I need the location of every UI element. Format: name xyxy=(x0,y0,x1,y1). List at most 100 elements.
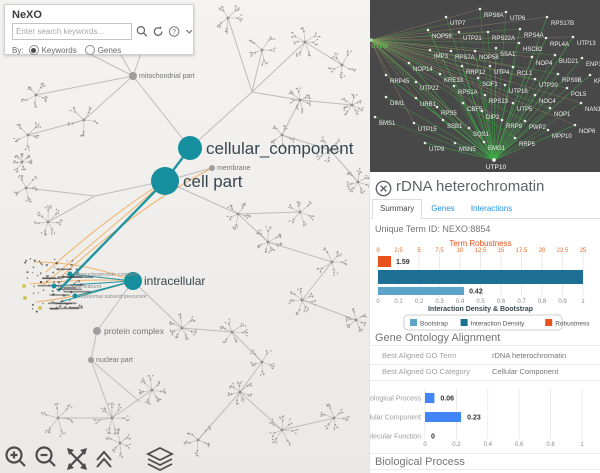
term-node[interactable] xyxy=(151,167,179,195)
gene-node-label[interactable]: EMG1 xyxy=(488,146,506,152)
gene-node-label[interactable]: RRP9 xyxy=(506,124,523,130)
term-node[interactable] xyxy=(209,165,215,171)
gene-node-label[interactable]: RPS17B xyxy=(551,21,574,27)
gene-node-label[interactable]: RRP12 xyxy=(466,70,486,76)
term-node-label[interactable]: cell part xyxy=(183,172,243,191)
term-node[interactable] xyxy=(72,293,78,299)
reset-icon[interactable] xyxy=(152,25,164,38)
term-node[interactable] xyxy=(67,271,73,277)
close-icon[interactable] xyxy=(375,180,392,197)
gene-node-label[interactable]: MPP10 xyxy=(552,134,572,140)
gene-node-label[interactable]: RPL4A xyxy=(550,42,569,48)
svg-text:0.4: 0.4 xyxy=(484,442,493,448)
term-node-label[interactable]: mitochondrial part xyxy=(139,73,195,80)
gene-network-canvas[interactable]: RPS8A UTP6 UTP7 RPS17B NOP56 UTP21 RPS22A RPS4A… xyxy=(370,0,600,172)
gene-node-label[interactable]: PWP2 xyxy=(529,125,547,131)
gene-node-label[interactable]: IMP3 xyxy=(434,54,449,60)
search-icon[interactable] xyxy=(136,25,148,38)
svg-text:0.8: 0.8 xyxy=(538,299,547,305)
gene-node-label[interactable]: URB1 xyxy=(420,102,437,108)
term-node[interactable] xyxy=(93,327,101,335)
zoom-out-icon[interactable] xyxy=(35,446,56,467)
gene-node-label[interactable]: UTP4 xyxy=(494,70,510,76)
layers-icon[interactable] xyxy=(145,446,175,472)
term-node-label[interactable]: protein complex xyxy=(104,326,165,336)
gene-node-label[interactable]: RPS4A xyxy=(524,33,544,39)
gene-node-label[interactable]: UTP7 xyxy=(450,21,466,27)
gene-node-label[interactable]: RRP45 xyxy=(390,79,410,85)
gene-node-label[interactable]: BMS1 xyxy=(379,121,396,127)
tab-summary[interactable]: Summary xyxy=(372,199,423,219)
gene-node-label[interactable]: UTP8 xyxy=(429,147,445,153)
gene-node-label[interactable]: RPS1A xyxy=(458,90,478,96)
term-node[interactable] xyxy=(124,272,142,290)
collapse-all-icon[interactable] xyxy=(96,450,112,468)
term-node-label[interactable]: cellular_component xyxy=(206,139,354,158)
gene-node-label[interactable]: SQS1 xyxy=(473,132,490,138)
term-node-label[interactable]: membrane xyxy=(217,165,251,172)
radio-icon[interactable] xyxy=(84,45,95,55)
gene-node-label[interactable]: KRE33 xyxy=(444,78,464,84)
term-node[interactable] xyxy=(178,136,202,160)
gene-node-label[interactable]: DIM1 xyxy=(390,101,405,107)
gene-node-label[interactable]: RRP5 xyxy=(519,142,536,148)
gene-node-label[interactable]: UTP18 xyxy=(509,89,528,95)
search-by-option-genes[interactable]: Genes xyxy=(84,45,121,55)
svg-text:0.3: 0.3 xyxy=(435,299,444,305)
gene-node-label[interactable]: SSB1 xyxy=(447,124,463,130)
gene-node-label[interactable]: SOF1 xyxy=(482,82,498,88)
gene-node-label[interactable]: NOP14 xyxy=(413,67,433,73)
gene-node-label[interactable]: RPS8A xyxy=(484,13,504,19)
gene-node-label[interactable]: NOP58 xyxy=(479,55,499,61)
gene-node-label[interactable]: HSC82 xyxy=(523,47,543,53)
gene-node-label[interactable]: UTP13 xyxy=(577,41,596,47)
gene-node-label[interactable]: POL5 xyxy=(571,92,587,98)
tab-genes[interactable]: Genes xyxy=(431,204,455,213)
gene-node-label[interactable]: UTP20 xyxy=(539,83,558,89)
gene-node-label[interactable]: UTP21 xyxy=(463,36,482,42)
gene-node-label[interactable]: RPS13 xyxy=(489,99,509,105)
gene-node-label[interactable]: RPS22A xyxy=(492,36,515,42)
gene-node-label[interactable]: BUD21 xyxy=(559,59,579,65)
gene-node-label[interactable]: UTP5 xyxy=(517,107,533,113)
radio-icon[interactable] xyxy=(28,45,39,55)
gene-node-label[interactable]: RPS7A xyxy=(455,55,475,61)
term-node-label[interactable]: ribosomal subunit xyxy=(58,284,102,290)
gene-node-label[interactable]: RCL1 xyxy=(517,71,533,77)
gene-node-label[interactable]: KRR1 xyxy=(594,79,600,85)
gene-node-label[interactable]: NOC4 xyxy=(539,99,556,105)
gene-node-label[interactable]: NAN1 xyxy=(585,107,600,113)
gene-node-label[interactable]: CBF5 xyxy=(467,107,483,113)
gene-node-label[interactable]: MSN5 xyxy=(459,147,476,153)
gene-node-label[interactable]: NOP1 xyxy=(554,112,571,118)
search-input[interactable] xyxy=(12,23,132,40)
term-node[interactable] xyxy=(51,283,57,289)
gene-hub2-label[interactable]: UTP9 xyxy=(371,43,388,50)
term-node[interactable] xyxy=(88,357,94,363)
gene-node-label[interactable]: UTP6 xyxy=(510,16,526,22)
tab-interactions[interactable]: Interactions xyxy=(470,204,513,213)
gene-node-label[interactable]: NOP56 xyxy=(432,34,452,40)
gene-node-label[interactable]: NOP4 xyxy=(536,61,553,67)
gene-node-label[interactable]: UTP15 xyxy=(418,127,437,133)
collapse-icon[interactable] xyxy=(185,27,194,36)
gene-node-label[interactable]: RPS5 xyxy=(441,111,457,117)
zoom-in-icon[interactable] xyxy=(5,446,26,467)
gene-node-label[interactable]: UTP22 xyxy=(420,86,439,92)
term-node-label[interactable]: ribosomal subunit precursor xyxy=(79,294,147,300)
search-by-option-keywords[interactable]: Keywords xyxy=(28,45,77,55)
gene-node-label[interactable]: DIP2 xyxy=(486,115,500,121)
term-node[interactable] xyxy=(129,72,137,80)
term-id-label: Unique Term ID: NEXO:8854 xyxy=(375,224,491,234)
gene-hub-label[interactable]: UTP10 xyxy=(486,164,507,171)
term-node-label[interactable]: nuclear part xyxy=(96,357,133,364)
gene-node-label[interactable]: SSA1 xyxy=(500,52,516,58)
gene-node-label[interactable]: NOP6 xyxy=(579,129,596,135)
svg-text:0.9: 0.9 xyxy=(558,299,567,305)
help-icon[interactable]: ? xyxy=(168,25,180,38)
fit-to-screen-icon[interactable] xyxy=(67,448,87,470)
gene-node-label[interactable]: RPS9B xyxy=(562,78,582,84)
gene-node-label[interactable]: ENP1 xyxy=(586,62,600,68)
term-node-label[interactable]: intracellular xyxy=(144,274,205,288)
term-node-label[interactable]: ribonucleoprotein complex xyxy=(74,272,138,278)
